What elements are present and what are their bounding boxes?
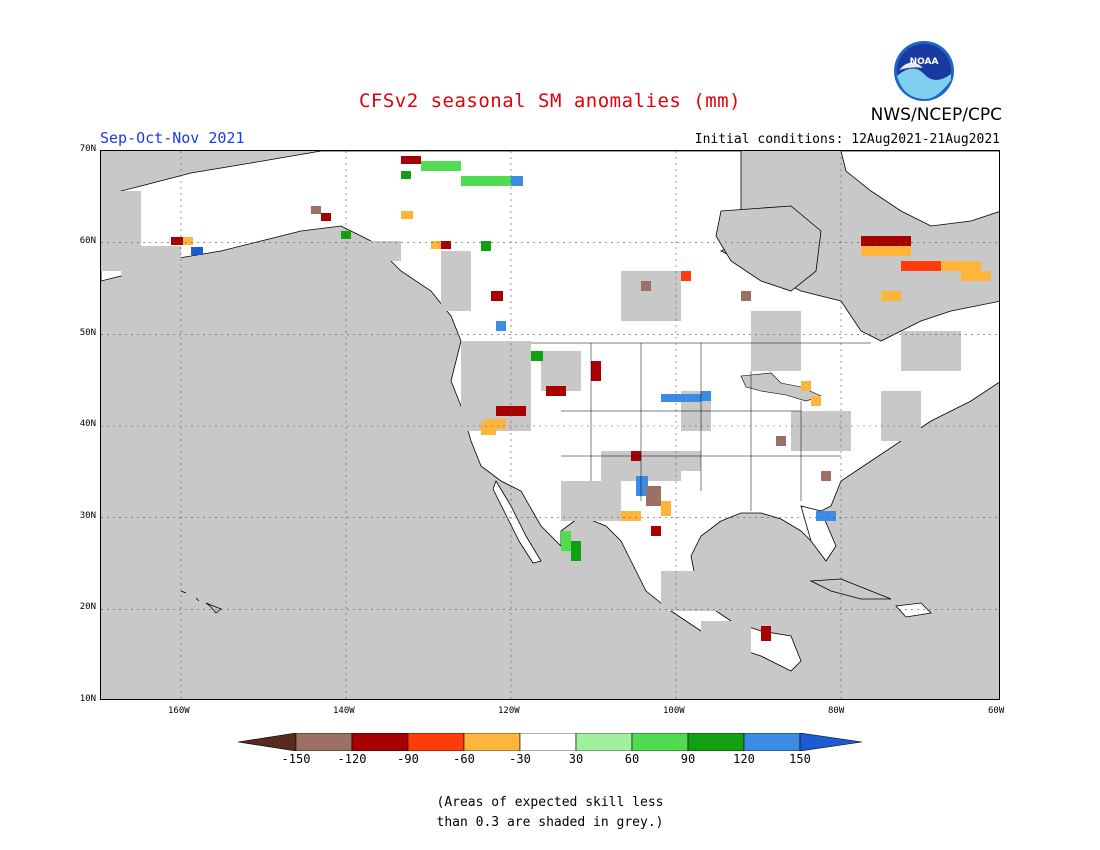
graticule [101,151,999,699]
map-svg [101,151,999,699]
colorbar-label: 120 [733,752,755,766]
colorbar-swatch [519,733,577,751]
lat-label: 70N [79,144,96,154]
lat-label: 60N [79,236,96,246]
greenland [840,151,999,227]
lon-label: 100W [663,706,685,716]
state-boundaries [531,342,871,511]
agency-label: NWS/NCEP/CPC [870,105,1002,125]
lon-label: 160W [168,706,190,716]
season-label: Sep-Oct-Nov 2021 [100,129,245,147]
colorbar-swatch [575,733,633,751]
lat-label: 20N [79,602,96,612]
map-panel [100,150,1000,700]
colorbar-swatch [407,733,465,751]
colorbar-label: -150 [281,752,311,766]
colorbar-label: 90 [680,752,696,766]
florida-peninsula [800,505,837,562]
skill-note: (Areas of expected skill less than 0.3 a… [0,793,1100,833]
noaa-logo-icon: NOAA [894,41,954,101]
hispaniola [895,602,932,618]
colorbar-labels: -150 -120 -90 -60 -30 30 60 90 120 150 [0,752,1100,768]
colorbar-swatch [687,733,745,751]
lon-label: 120W [498,706,520,716]
lat-label: 40N [79,419,96,429]
lat-label: 30N [79,511,96,521]
lon-label: 60W [988,706,1005,716]
skill-note-line: than 0.3 are shaded in grey.) [436,815,664,830]
baja-california [492,480,542,564]
colorbar-label: 60 [624,752,640,766]
initial-conditions-label: Initial conditions: 12Aug2021-21Aug2021 [694,132,1000,147]
anomaly-cells [171,156,991,641]
lat-label: 10N [79,694,96,704]
colorbar-label: -60 [453,752,475,766]
hawaii-islands [180,590,222,614]
colorbar-swatch [743,733,801,751]
hudson-bay [715,205,822,292]
colorbar-left-arrow [238,733,297,751]
lat-label: 50N [79,328,96,338]
colorbar-swatch [463,733,521,751]
colorbar [238,733,862,751]
colorbar-swatch [631,733,689,751]
colorbar-label: -120 [337,752,367,766]
colorbar-label: -90 [397,752,419,766]
colorbar-swatch [351,733,409,751]
colorbar-label: 150 [789,752,811,766]
colorbar-label: -30 [509,752,531,766]
lon-label: 80W [828,706,845,716]
lon-label: 140W [333,706,355,716]
logo-text: NOAA [910,57,939,67]
colorbar-swatch [295,733,353,751]
skill-note-line: (Areas of expected skill less [436,795,664,810]
colorbar-right-arrow [799,733,862,751]
map-title: CFSv2 seasonal SM anomalies (mm) [358,90,742,112]
colorbar-label: 30 [568,752,584,766]
